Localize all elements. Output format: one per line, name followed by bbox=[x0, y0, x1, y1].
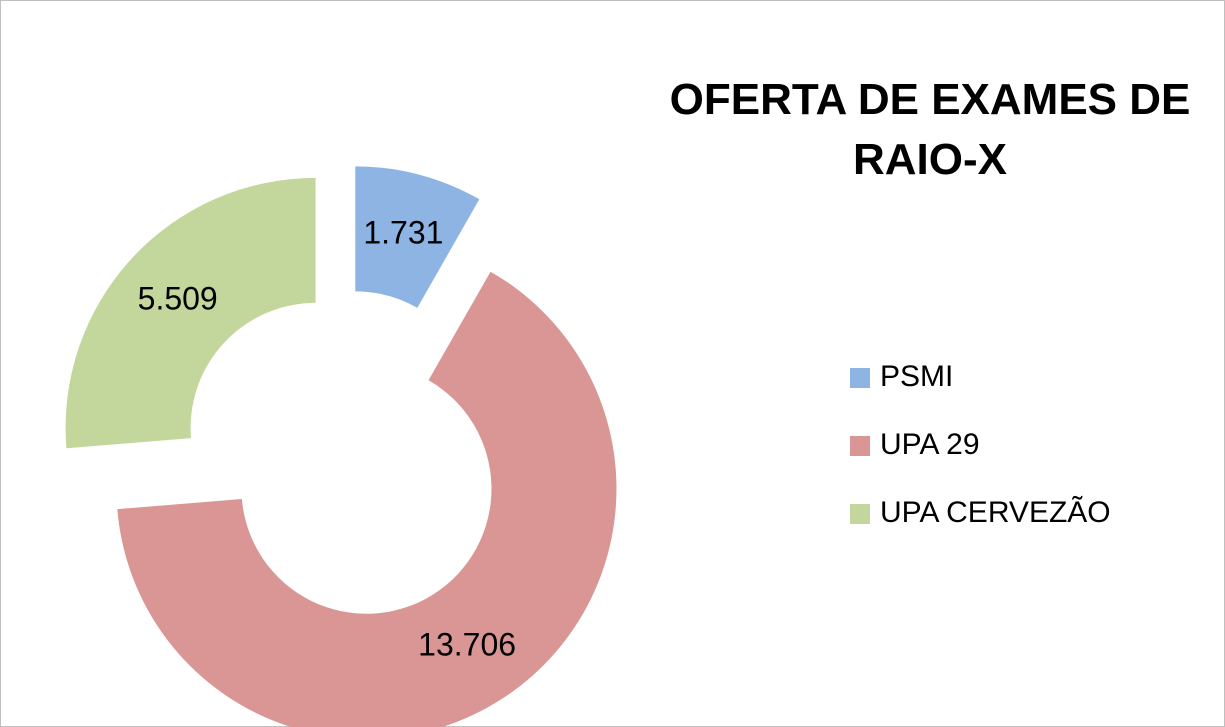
data-label: 13.706 bbox=[418, 626, 516, 662]
donut-slice bbox=[117, 271, 617, 727]
legend-swatch bbox=[850, 368, 870, 388]
chart-title: OFERTA DE EXAMES DE RAIO-X bbox=[669, 75, 1191, 184]
legend-swatch bbox=[850, 436, 870, 456]
legend-label: UPA 29 bbox=[880, 428, 980, 461]
data-label: 1.731 bbox=[363, 215, 443, 251]
data-label: 5.509 bbox=[138, 280, 218, 316]
legend-label: UPA CERVEZÃO bbox=[880, 495, 1111, 529]
legend-swatch bbox=[850, 504, 870, 524]
donut-slice bbox=[65, 177, 316, 449]
donut-slice bbox=[355, 166, 480, 308]
legend-label: PSMI bbox=[880, 360, 953, 393]
